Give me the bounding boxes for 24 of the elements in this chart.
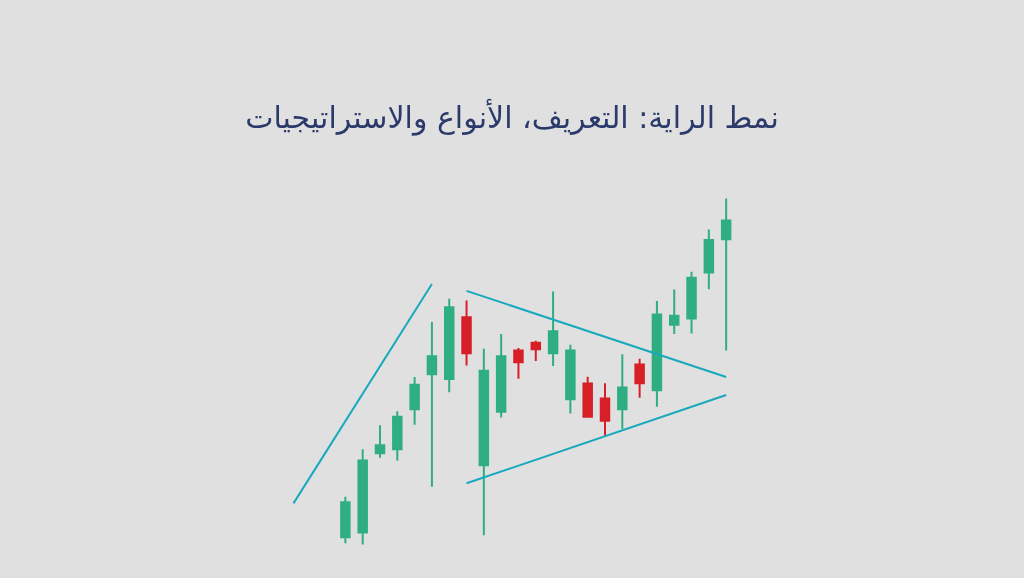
candlestick <box>443 297 455 394</box>
candlestick <box>720 197 732 352</box>
candlestick <box>634 357 645 399</box>
candlestick <box>426 321 438 488</box>
candlestick <box>582 375 593 419</box>
candlestick <box>686 270 697 335</box>
candlestick <box>495 333 507 419</box>
candlestick <box>340 495 351 545</box>
candlestick <box>357 448 368 546</box>
candlestick <box>668 288 680 336</box>
candlestick <box>651 299 663 408</box>
candlestick <box>547 290 559 367</box>
candlestick <box>599 382 611 437</box>
candlestick <box>617 353 628 430</box>
candlestick <box>392 410 403 462</box>
candlestick <box>530 339 542 363</box>
candlestick <box>565 343 576 415</box>
candlestick <box>409 376 420 426</box>
chart-title: نمط الراية: التعريف، الأنواع والاستراتيجيات <box>245 97 779 136</box>
candlestick <box>374 424 386 459</box>
candlestick <box>461 299 472 367</box>
candlestick <box>478 347 490 537</box>
candlestick <box>703 228 715 291</box>
candlestick <box>513 346 524 380</box>
